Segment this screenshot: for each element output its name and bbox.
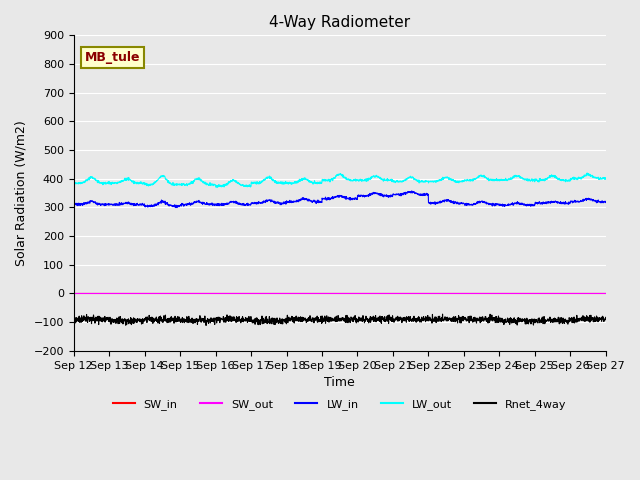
SW_in xyxy=(555,290,563,296)
LW_out xyxy=(218,183,226,189)
SW_in xyxy=(367,290,374,296)
Rnet_4way xyxy=(218,319,226,324)
LW_in xyxy=(408,188,415,193)
Rnet_4way xyxy=(355,317,363,323)
Rnet_4way xyxy=(335,311,343,317)
LW_out xyxy=(367,174,374,180)
SW_in xyxy=(570,290,577,296)
LW_in xyxy=(355,192,363,198)
LW_out xyxy=(495,177,502,183)
LW_in xyxy=(70,202,77,208)
SW_out xyxy=(355,290,363,296)
SW_out xyxy=(570,290,577,296)
Rnet_4way xyxy=(70,319,77,324)
LW_out xyxy=(213,184,221,190)
LW_out xyxy=(355,177,363,183)
Y-axis label: Solar Radiation (W/m2): Solar Radiation (W/m2) xyxy=(15,120,28,266)
SW_in xyxy=(70,290,77,296)
LW_in xyxy=(495,201,502,207)
Rnet_4way xyxy=(602,319,609,324)
SW_out xyxy=(494,290,502,296)
SW_out xyxy=(602,290,609,296)
SW_out xyxy=(367,290,374,296)
LW_out xyxy=(602,176,609,181)
LW_in xyxy=(169,204,177,210)
LW_in xyxy=(602,198,609,204)
SW_out xyxy=(70,290,77,296)
LW_in xyxy=(367,192,374,197)
SW_in xyxy=(602,290,609,296)
Rnet_4way xyxy=(494,315,502,321)
LW_out xyxy=(70,180,77,186)
Rnet_4way xyxy=(367,314,374,320)
LW_out xyxy=(556,178,563,183)
LW_out xyxy=(570,176,578,182)
Rnet_4way xyxy=(570,316,578,322)
Text: MB_tule: MB_tule xyxy=(84,51,140,64)
Title: 4-Way Radiometer: 4-Way Radiometer xyxy=(269,15,410,30)
Line: LW_out: LW_out xyxy=(74,173,605,187)
LW_in xyxy=(570,199,578,205)
LW_out xyxy=(335,170,342,176)
X-axis label: Time: Time xyxy=(324,376,355,389)
Rnet_4way xyxy=(545,323,553,329)
SW_in xyxy=(218,290,226,296)
LW_in xyxy=(556,200,563,205)
SW_in xyxy=(494,290,502,296)
SW_out xyxy=(555,290,563,296)
LW_in xyxy=(218,202,226,207)
Legend: SW_in, SW_out, LW_in, LW_out, Rnet_4way: SW_in, SW_out, LW_in, LW_out, Rnet_4way xyxy=(108,395,572,415)
Line: Rnet_4way: Rnet_4way xyxy=(74,314,605,326)
SW_in xyxy=(355,290,363,296)
SW_out xyxy=(218,290,226,296)
Line: LW_in: LW_in xyxy=(74,191,605,207)
Rnet_4way xyxy=(556,319,563,324)
